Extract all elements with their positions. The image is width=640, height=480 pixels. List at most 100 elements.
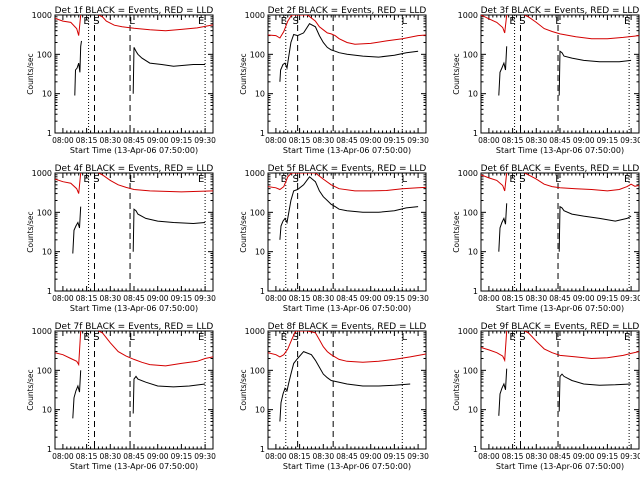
event-marker-letter: L bbox=[401, 332, 407, 343]
x-tick-label: 08:00 bbox=[265, 294, 287, 303]
panel-title: Det 2f BLACK = Events, RED = LLD bbox=[268, 6, 427, 16]
events-series-line bbox=[558, 373, 632, 412]
y-tick-label: 100 bbox=[463, 366, 478, 375]
lld-series-line bbox=[98, 173, 213, 193]
events-series-line bbox=[72, 206, 82, 254]
event-marker-letter: S bbox=[519, 332, 525, 343]
events-series-line bbox=[74, 40, 82, 96]
y-axis-label: Counts/sec bbox=[239, 53, 248, 94]
plot-frame bbox=[267, 330, 427, 450]
y-axis-label: Counts/sec bbox=[26, 53, 35, 94]
event-marker-letter: S bbox=[93, 174, 99, 185]
x-tick-label: 08:45 bbox=[549, 136, 571, 145]
y-tick-label: 1 bbox=[260, 129, 265, 138]
x-tick-label: 09:15 bbox=[597, 136, 619, 145]
lld-series-line bbox=[98, 331, 213, 367]
panel-title: Det 5f BLACK = Events, RED = LLD bbox=[268, 164, 427, 174]
y-tick-label: 10 bbox=[42, 248, 52, 257]
x-tick-label: 09:00 bbox=[360, 452, 382, 461]
x-tick-label: 08:30 bbox=[312, 294, 334, 303]
x-tick-label: 08:00 bbox=[265, 452, 287, 461]
y-tick-label: 1000 bbox=[458, 327, 478, 336]
x-tick-label: 09:15 bbox=[171, 136, 193, 145]
panel-title: Det 8f BLACK = Events, RED = LLD bbox=[268, 322, 427, 332]
lld-series-line bbox=[481, 173, 508, 192]
x-axis-label: Start Time (13-Apr-06 07:50:00) bbox=[496, 304, 624, 313]
x-tick-label: 09:00 bbox=[147, 452, 169, 461]
lld-series-line bbox=[524, 15, 639, 40]
y-tick-label: 100 bbox=[37, 366, 52, 375]
x-tick-label: 08:15 bbox=[289, 136, 311, 145]
x-tick-label: 09:15 bbox=[171, 452, 193, 461]
events-series-line bbox=[558, 50, 632, 96]
y-axis-label: Counts/sec bbox=[452, 369, 461, 410]
y-tick-label: 100 bbox=[250, 366, 265, 375]
y-tick-label: 100 bbox=[250, 50, 265, 59]
x-tick-label: 08:00 bbox=[478, 136, 500, 145]
events-series-line bbox=[279, 176, 419, 240]
detector-panel: Det 6f BLACK = Events, RED = LLD 1 10 100 10… bbox=[452, 164, 640, 313]
lld-series-line bbox=[524, 173, 639, 192]
x-axis-label: Start Time (13-Apr-06 07:50:00) bbox=[283, 146, 411, 155]
event-marker-letter: L bbox=[555, 332, 561, 343]
y-tick-label: 1 bbox=[47, 129, 52, 138]
lld-series-line bbox=[481, 15, 508, 34]
event-marker-letter: E bbox=[83, 174, 89, 185]
panel-title: Det 9f BLACK = Events, RED = LLD bbox=[481, 322, 640, 332]
y-tick-label: 1 bbox=[260, 445, 265, 454]
events-series-line bbox=[132, 208, 206, 252]
event-marker-letter: L bbox=[401, 16, 407, 27]
x-tick-label: 09:30 bbox=[194, 294, 216, 303]
lld-series-line bbox=[268, 173, 426, 192]
event-marker-letter: L bbox=[555, 174, 561, 185]
event-marker-letter: E bbox=[281, 174, 287, 185]
x-tick-label: 08:00 bbox=[478, 452, 500, 461]
y-tick-label: 1 bbox=[47, 287, 52, 296]
x-tick-label: 08:00 bbox=[52, 136, 74, 145]
y-tick-label: 10 bbox=[42, 406, 52, 415]
lld-series-line bbox=[55, 15, 82, 36]
y-axis-label: Counts/sec bbox=[452, 53, 461, 94]
y-axis-label: Counts/sec bbox=[239, 369, 248, 410]
event-marker-letter: E bbox=[83, 16, 89, 27]
event-marker-letter: L bbox=[129, 16, 135, 27]
y-tick-label: 10 bbox=[255, 248, 265, 257]
x-tick-label: 09:15 bbox=[597, 452, 619, 461]
y-tick-label: 10 bbox=[468, 90, 478, 99]
detector-panel: Det 8f BLACK = Events, RED = LLD 1 10 100 10… bbox=[239, 322, 429, 471]
x-tick-label: 09:15 bbox=[384, 294, 406, 303]
event-marker-letter: S bbox=[292, 16, 298, 27]
x-tick-label: 08:30 bbox=[525, 452, 547, 461]
lld-series-line bbox=[481, 331, 508, 363]
events-series-line bbox=[498, 368, 508, 416]
x-tick-label: 08:15 bbox=[76, 452, 98, 461]
x-tick-label: 08:30 bbox=[99, 136, 121, 145]
x-axis-label: Start Time (13-Apr-06 07:50:00) bbox=[70, 304, 198, 313]
events-series-line bbox=[72, 370, 82, 419]
x-axis-label: Start Time (13-Apr-06 07:50:00) bbox=[496, 462, 624, 471]
lld-series-line bbox=[524, 331, 639, 360]
event-marker-letter: S bbox=[292, 174, 298, 185]
event-marker-letter: S bbox=[292, 332, 298, 343]
x-axis-label: Start Time (13-Apr-06 07:50:00) bbox=[70, 462, 198, 471]
x-tick-label: 08:30 bbox=[99, 452, 121, 461]
event-marker-letter: S bbox=[93, 16, 99, 27]
x-tick-label: 09:15 bbox=[384, 452, 406, 461]
y-tick-label: 1 bbox=[260, 287, 265, 296]
y-tick-label: 100 bbox=[463, 208, 478, 217]
event-marker-letter: L bbox=[401, 174, 407, 185]
x-tick-label: 09:30 bbox=[407, 136, 429, 145]
event-marker-letter: S bbox=[519, 16, 525, 27]
event-marker-letter: E bbox=[198, 16, 204, 27]
x-tick-label: 08:00 bbox=[52, 294, 74, 303]
events-series-line bbox=[279, 23, 419, 82]
x-tick-label: 09:00 bbox=[147, 294, 169, 303]
events-series-line bbox=[498, 46, 508, 96]
x-tick-label: 08:30 bbox=[525, 136, 547, 145]
panel-title: Det 1f BLACK = Events, RED = LLD bbox=[55, 6, 214, 16]
y-tick-label: 10 bbox=[468, 406, 478, 415]
y-tick-label: 100 bbox=[250, 208, 265, 217]
lld-series-line bbox=[268, 15, 426, 45]
x-tick-label: 09:15 bbox=[384, 136, 406, 145]
event-marker-letter: E bbox=[509, 16, 515, 27]
